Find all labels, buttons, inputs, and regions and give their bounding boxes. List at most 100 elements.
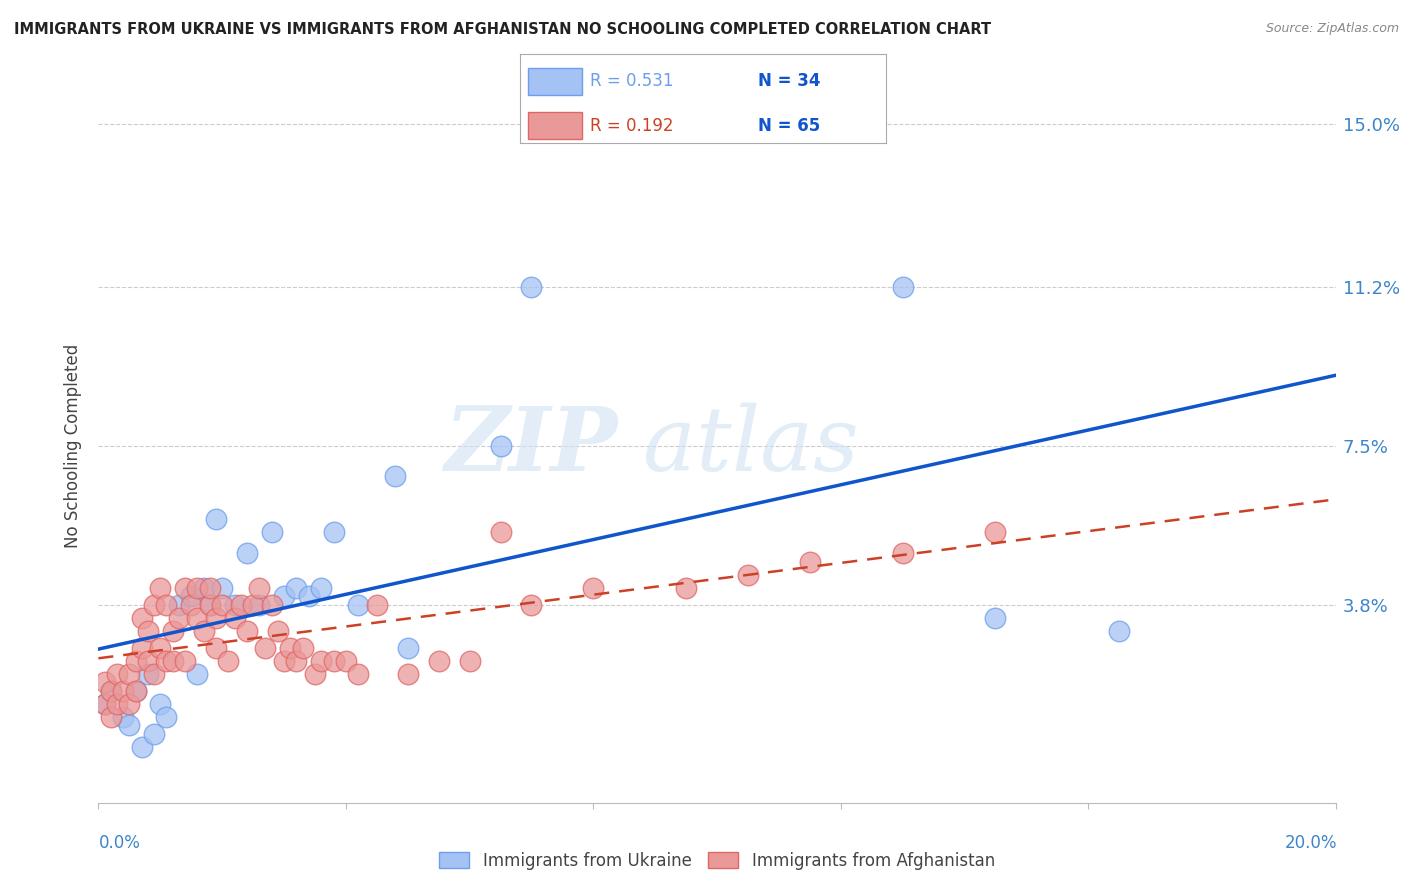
Point	[100, 684, 122, 698]
Point	[155, 598, 177, 612]
Point	[167, 611, 190, 625]
Point	[984, 524, 1007, 539]
Point	[118, 697, 141, 711]
Point	[93, 697, 115, 711]
Point	[198, 598, 221, 612]
Point	[186, 611, 208, 625]
Point	[236, 624, 259, 638]
Y-axis label: No Schooling Completed: No Schooling Completed	[65, 344, 83, 548]
Point	[149, 581, 172, 595]
Point	[205, 641, 228, 656]
Point	[155, 654, 177, 668]
Point	[309, 581, 332, 595]
Text: N = 65: N = 65	[758, 117, 820, 135]
Point	[489, 524, 512, 539]
Point	[273, 590, 295, 604]
Point	[124, 684, 146, 698]
Point	[229, 598, 252, 612]
Point	[124, 684, 146, 698]
Point	[309, 654, 332, 668]
Point	[131, 611, 153, 625]
Text: R = 0.531: R = 0.531	[589, 72, 673, 90]
Point	[224, 611, 246, 625]
Point	[149, 641, 172, 656]
Point	[93, 697, 115, 711]
Point	[260, 524, 283, 539]
Point	[247, 598, 270, 612]
Point	[278, 641, 301, 656]
Point	[247, 581, 270, 595]
Text: Source: ZipAtlas.com: Source: ZipAtlas.com	[1265, 22, 1399, 36]
Point	[242, 598, 264, 612]
Point	[118, 666, 141, 681]
Point	[118, 718, 141, 732]
Point	[155, 710, 177, 724]
Point	[322, 524, 344, 539]
Point	[100, 684, 122, 698]
Point	[186, 581, 208, 595]
Point	[285, 581, 308, 595]
Point	[205, 512, 228, 526]
Point	[112, 710, 135, 724]
FancyBboxPatch shape	[527, 68, 582, 95]
Point	[211, 598, 233, 612]
Point	[205, 611, 228, 625]
Text: N = 34: N = 34	[758, 72, 820, 90]
Point	[489, 439, 512, 453]
Point	[520, 598, 543, 612]
Point	[384, 469, 406, 483]
Text: atlas: atlas	[643, 402, 859, 490]
Point	[198, 598, 221, 612]
Point	[193, 581, 215, 595]
Point	[217, 654, 239, 668]
Point	[298, 590, 321, 604]
Point	[891, 280, 914, 294]
Point	[675, 581, 697, 595]
Point	[737, 568, 759, 582]
Point	[143, 727, 166, 741]
Point	[193, 624, 215, 638]
Point	[174, 581, 197, 595]
Point	[136, 666, 159, 681]
Point	[458, 654, 481, 668]
Text: ZIP: ZIP	[444, 403, 619, 489]
Point	[211, 581, 233, 595]
Point	[162, 654, 184, 668]
Point	[162, 624, 184, 638]
Point	[186, 666, 208, 681]
Point	[520, 280, 543, 294]
Point	[105, 697, 128, 711]
Text: 20.0%: 20.0%	[1285, 834, 1337, 852]
Point	[105, 666, 128, 681]
Point	[396, 641, 419, 656]
Point	[131, 641, 153, 656]
Point	[291, 641, 314, 656]
Point	[143, 666, 166, 681]
Point	[304, 666, 326, 681]
Point	[366, 598, 388, 612]
Point	[136, 624, 159, 638]
Point	[180, 598, 202, 612]
Point	[347, 598, 370, 612]
Point	[224, 598, 246, 612]
Point	[136, 654, 159, 668]
Point	[260, 598, 283, 612]
Point	[131, 739, 153, 754]
Text: 0.0%: 0.0%	[98, 834, 141, 852]
Point	[198, 581, 221, 595]
Point	[167, 598, 190, 612]
Text: R = 0.192: R = 0.192	[589, 117, 673, 135]
Point	[124, 654, 146, 668]
Point	[799, 555, 821, 569]
Point	[143, 598, 166, 612]
Point	[93, 675, 115, 690]
Point	[273, 654, 295, 668]
Point	[582, 581, 605, 595]
Point	[267, 624, 290, 638]
Point	[100, 710, 122, 724]
Point	[254, 641, 277, 656]
Point	[285, 654, 308, 668]
Point	[174, 654, 197, 668]
Legend: Immigrants from Ukraine, Immigrants from Afghanistan: Immigrants from Ukraine, Immigrants from…	[433, 846, 1001, 877]
Text: IMMIGRANTS FROM UKRAINE VS IMMIGRANTS FROM AFGHANISTAN NO SCHOOLING COMPLETED CO: IMMIGRANTS FROM UKRAINE VS IMMIGRANTS FR…	[14, 22, 991, 37]
